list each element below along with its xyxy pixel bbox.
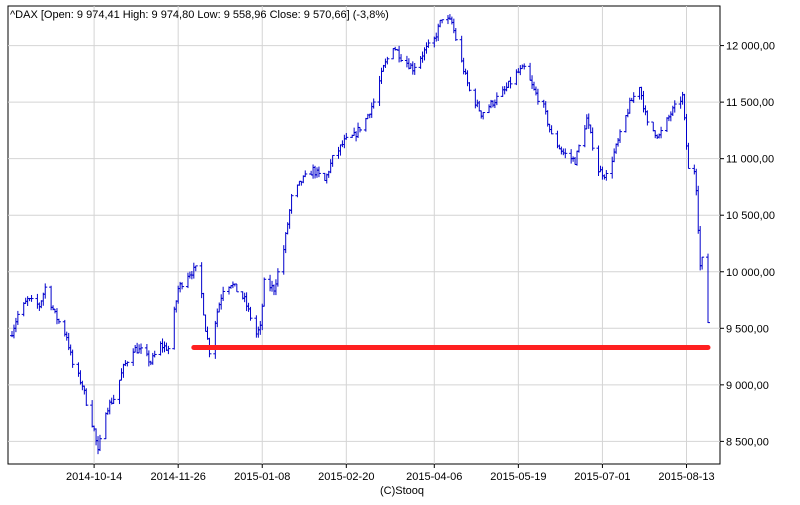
y-tick-label: 9 000,00 (726, 380, 769, 392)
ohlc-bar (467, 82, 472, 92)
ohlc-bar (494, 92, 499, 106)
ohlc-bar (659, 126, 664, 139)
ohlc-bar (700, 256, 705, 270)
ohlc-bar (672, 100, 677, 113)
ohlc-bar (481, 112, 486, 120)
ohlc-bar (453, 28, 458, 41)
x-tick-label: 2015-08-13 (658, 471, 714, 483)
ohlc-bar (221, 286, 226, 301)
ohlc-bar (563, 148, 568, 159)
ohlc-bar (706, 253, 710, 324)
ohlc-bar (139, 343, 144, 354)
ohlc-bar (604, 170, 609, 181)
y-tick-label: 12 000,00 (726, 41, 775, 53)
chart-title: ^DAX [Open: 9 974,41 High: 9 974,80 Low:… (10, 9, 389, 21)
price-bars (10, 14, 710, 455)
y-tick-label: 11 000,00 (726, 154, 774, 166)
ohlc-bar (180, 282, 185, 290)
x-tick-label: 2014-11-26 (150, 471, 205, 483)
chart-credit: (C)Stooq (380, 485, 424, 497)
ohlc-bar (29, 295, 34, 302)
ohlc-bar (56, 318, 61, 324)
ohlc-bar (166, 345, 171, 355)
plot-area (7, 5, 721, 465)
ohlc-bar (412, 62, 417, 75)
ohlc-bar (426, 39, 431, 48)
x-tick-label: 2015-02-20 (318, 471, 374, 483)
ohlc-bar (289, 193, 294, 214)
ohlc-bar (275, 268, 280, 287)
y-axis: 8 500,00 9 000,00 9 500,00 10 000,00 10 500,… (720, 41, 775, 448)
ohlc-bar (303, 170, 308, 178)
ohlc-bar (84, 388, 89, 406)
ohlc-bar (549, 125, 554, 135)
ohlc-bar (234, 283, 239, 293)
ohlc-bar (358, 126, 362, 133)
y-tick-label: 10 000,00 (726, 267, 775, 279)
ohlc-bar (686, 142, 691, 169)
y-tick-label: 8 500,00 (726, 436, 769, 448)
y-tick-label: 10 500,00 (726, 210, 775, 222)
ohlc-bar (645, 110, 650, 126)
ohlc-bar (576, 144, 581, 153)
ohlc-bar (97, 434, 102, 452)
ohlc-bar (248, 306, 253, 321)
ohlc-bar (508, 76, 513, 89)
ohlc-bar (262, 277, 267, 307)
ohlc-bar (522, 63, 527, 70)
ohlc-bar (316, 166, 321, 178)
ohlc-bar (330, 154, 335, 167)
ohlc-bar (535, 88, 540, 105)
x-axis: 2014-10-14 2014-11-26 2015-01-08 2015-02-20… (66, 464, 715, 483)
ohlc-bar (440, 19, 445, 24)
ohlc-bar (152, 350, 157, 358)
ohlc-bar (193, 265, 198, 272)
ohlc-bar (371, 98, 376, 109)
ohlc-bar (631, 92, 636, 103)
ohlc-bar (43, 283, 48, 299)
y-tick-label: 9 500,00 (726, 323, 769, 335)
x-tick-label: 2015-04-06 (406, 471, 462, 483)
ohlc-bar (15, 310, 20, 325)
grid (8, 6, 720, 464)
ohlc-bar (618, 129, 623, 143)
ohlc-bar (399, 54, 404, 63)
x-tick-label: 2015-05-19 (490, 471, 546, 483)
ohlc-bar (111, 394, 116, 404)
y-tick-label: 11 500,00 (726, 97, 774, 109)
x-tick-label: 2015-07-01 (574, 471, 630, 483)
x-tick-label: 2014-10-14 (66, 471, 122, 483)
x-tick-label: 2015-01-08 (234, 471, 290, 483)
ohlc-bar (590, 127, 595, 151)
ohlc-bar (70, 349, 75, 368)
ohlc-bar (344, 132, 349, 140)
ohlc-bar (385, 56, 390, 65)
ohlc-bar (125, 361, 130, 367)
